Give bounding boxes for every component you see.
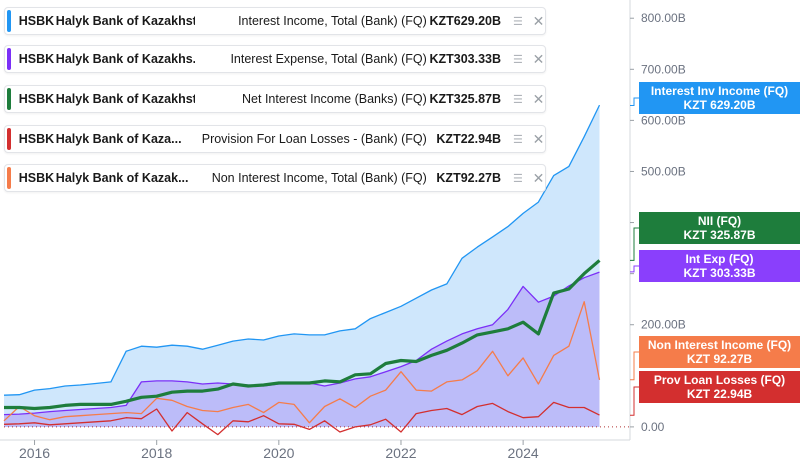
value-tag-value: KZT 325.87B (683, 228, 756, 242)
x-tick-label: 2022 (385, 445, 416, 461)
legend-ticker: HSBK (18, 52, 55, 66)
legend-company: Halyk Bank of Kazakhs... (55, 52, 195, 66)
legend-ticker: HSBK (18, 14, 55, 28)
value-tag: Int Exp (FQ) KZT 303.33B (639, 250, 800, 282)
value-tag: Prov Loan Losses (FQ) KZT 22.94B (639, 371, 800, 403)
tag-connector (630, 227, 639, 261)
close-icon[interactable]: ✕ (532, 12, 545, 29)
series-line-0 (3, 104, 601, 396)
area-fill-1 (4, 272, 600, 427)
legend-row[interactable]: HSBK Halyk Bank of Kazakhs... Interest Exp… (4, 45, 546, 73)
y-tick-label: 500.00B (641, 164, 686, 178)
coins-icon[interactable]: ☰ (513, 16, 523, 28)
legend-value: KZT92.27B (436, 171, 502, 185)
value-tag-title: Interest Inv Income (FQ) (650, 84, 789, 98)
legend-metric: Net Interest Income (Banks) (FQ) (242, 92, 427, 106)
legend-metric: Non Interest Income, Total (Bank) (FQ) (211, 171, 427, 185)
y-tick-label: 700.00B (641, 62, 686, 76)
coins-icon[interactable]: ☰ (513, 173, 523, 185)
value-tag-title: NII (FQ) (697, 214, 742, 228)
value-tag-title: Prov Loan Losses (FQ) (653, 373, 786, 387)
y-tick-label: 600.00B (641, 113, 686, 127)
x-tick-label: 2024 (508, 445, 539, 461)
tag-connector (630, 97, 639, 106)
close-icon[interactable]: ✕ (532, 169, 545, 186)
tag-connector (630, 351, 639, 381)
tag-connector (630, 265, 639, 273)
legend-metric: Provision For Loan Losses - (Bank) (FQ) (201, 132, 427, 146)
coins-icon[interactable]: ☰ (513, 94, 523, 106)
legend-value: KZT629.20B (429, 14, 502, 28)
y-tick-label: 0.00 (641, 420, 665, 434)
series-line-4 (3, 301, 601, 424)
value-tag-value: KZT 92.27B (686, 352, 753, 366)
value-tag: Non Interest Income (FQ) KZT 92.27B (639, 336, 800, 368)
y-tick-label: 800.00B (641, 11, 686, 25)
x-tick-label: 2016 (19, 445, 50, 461)
legend-ticker: HSBK (18, 171, 55, 185)
coins-icon[interactable]: ☰ (513, 134, 523, 146)
legend-company: Halyk Bank of Kazakhst... (55, 14, 195, 28)
close-icon[interactable]: ✕ (532, 130, 545, 147)
y-tick-label: 200.00B (641, 318, 686, 332)
legend-value: KZT22.94B (436, 132, 502, 146)
legend-color-bar (7, 88, 11, 110)
legend-company: Halyk Bank of Kazak... (55, 171, 189, 185)
legend-color-bar (7, 48, 11, 70)
value-tag: Interest Inv Income (FQ) KZT 629.20B (639, 82, 800, 114)
series-line-2 (4, 259, 601, 411)
legend-row[interactable]: HSBK Halyk Bank of Kaza... Provision For L… (4, 125, 546, 153)
x-tick-label: 2020 (263, 445, 294, 461)
legend-company: Halyk Bank of Kazakhsta... (55, 92, 195, 106)
legend-row[interactable]: HSBK Halyk Bank of Kazakhst... Interest In… (4, 7, 546, 35)
close-icon[interactable]: ✕ (532, 50, 545, 67)
value-tag: NII (FQ) KZT 325.87B (639, 212, 800, 244)
value-tag-value: KZT 303.33B (683, 266, 756, 280)
coins-icon[interactable]: ☰ (513, 54, 523, 66)
legend-value: KZT303.33B (429, 52, 502, 66)
legend-value: KZT325.87B (429, 92, 502, 106)
value-tag-value: KZT 22.94B (686, 387, 753, 401)
tag-connector (630, 386, 639, 416)
legend-ticker: HSBK (18, 92, 55, 106)
value-tag-value: KZT 629.20B (683, 98, 756, 112)
legend-company: Halyk Bank of Kaza... (55, 132, 182, 146)
close-icon[interactable]: ✕ (532, 90, 545, 107)
value-tag-title: Int Exp (FQ) (685, 252, 754, 266)
series-line-3 (3, 401, 600, 436)
legend-ticker: HSBK (18, 132, 55, 146)
value-tag-title: Non Interest Income (FQ) (647, 338, 792, 352)
legend-row[interactable]: HSBK Halyk Bank of Kazak... Non Interest I… (4, 164, 546, 192)
legend-color-bar (7, 128, 11, 150)
legend-metric: Interest Income, Total (Bank) (FQ) (238, 14, 427, 28)
legend-color-bar (7, 10, 11, 32)
x-tick-label: 2018 (141, 445, 172, 461)
legend-color-bar (7, 167, 11, 189)
legend-metric: Interest Expense, Total (Bank) (FQ) (230, 52, 427, 66)
